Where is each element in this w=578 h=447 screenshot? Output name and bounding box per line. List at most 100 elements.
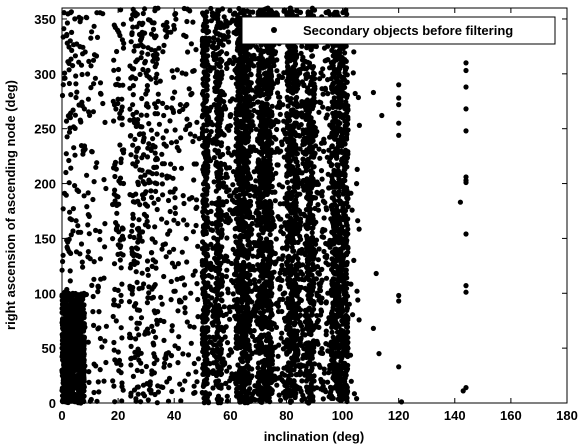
data-point — [300, 262, 306, 268]
data-point — [144, 154, 151, 160]
data-point — [140, 66, 146, 73]
data-point — [246, 215, 252, 221]
data-point — [201, 319, 207, 325]
data-point — [99, 344, 105, 350]
data-point — [67, 268, 73, 274]
data-point — [319, 295, 325, 301]
data-point — [239, 131, 245, 137]
data-point — [164, 104, 170, 111]
data-point — [154, 206, 160, 213]
data-point — [315, 341, 321, 347]
data-point — [155, 309, 161, 315]
data-point — [79, 349, 85, 355]
data-point — [282, 318, 288, 324]
data-point — [193, 197, 200, 203]
data-point — [78, 119, 84, 125]
data-point — [127, 85, 133, 91]
data-point — [85, 96, 91, 102]
data-point — [72, 334, 78, 340]
data-point — [274, 77, 281, 83]
data-point — [95, 289, 101, 295]
data-point — [158, 384, 164, 390]
data-point — [193, 222, 199, 229]
data-point — [355, 218, 361, 224]
data-point — [209, 200, 215, 206]
data-point — [272, 198, 278, 204]
data-point — [110, 313, 116, 320]
data-point — [127, 117, 133, 123]
data-point — [221, 304, 227, 310]
data-point — [238, 276, 244, 282]
data-point — [236, 162, 242, 168]
data-point — [199, 132, 205, 138]
data-point — [318, 376, 324, 383]
data-point — [129, 251, 135, 257]
data-point — [174, 67, 180, 73]
data-point — [129, 222, 135, 228]
data-point — [63, 352, 69, 358]
data-point — [278, 267, 285, 273]
data-point — [214, 220, 220, 226]
data-point — [188, 340, 194, 346]
data-point — [216, 203, 222, 209]
data-point — [119, 380, 125, 386]
data-point — [154, 131, 160, 137]
data-point — [230, 169, 237, 175]
data-point — [89, 148, 95, 155]
data-point — [76, 315, 82, 321]
data-point — [81, 321, 87, 327]
data-point — [171, 165, 178, 171]
data-point — [178, 398, 184, 404]
data-point — [204, 263, 210, 269]
data-point — [90, 293, 96, 300]
data-point — [227, 347, 233, 353]
data-point — [155, 389, 161, 395]
data-point — [216, 94, 222, 100]
data-point — [275, 162, 281, 168]
data-point — [237, 153, 243, 159]
data-point — [60, 82, 66, 88]
data-point — [177, 102, 183, 108]
data-point — [268, 54, 274, 60]
data-point — [75, 229, 81, 235]
data-point — [242, 289, 248, 296]
data-point — [205, 399, 211, 405]
data-point — [317, 76, 323, 82]
data-point — [217, 154, 223, 160]
data-point — [169, 388, 175, 395]
data-point — [210, 50, 216, 56]
data-point — [136, 217, 142, 223]
data-point — [203, 96, 209, 102]
data-point — [160, 192, 166, 198]
data-point — [224, 198, 230, 205]
data-point — [175, 261, 181, 267]
data-point — [135, 239, 141, 245]
data-point — [80, 394, 86, 400]
data-point — [136, 253, 142, 260]
data-point — [117, 175, 124, 181]
data-point — [71, 367, 77, 373]
data-point — [150, 136, 156, 142]
data-point — [241, 192, 247, 198]
data-point — [69, 343, 75, 349]
data-point — [167, 208, 173, 215]
data-point — [218, 38, 224, 44]
data-point — [321, 248, 327, 255]
data-point — [215, 114, 221, 120]
data-point — [189, 90, 195, 97]
data-point — [180, 275, 186, 281]
data-point — [215, 77, 221, 83]
data-point — [214, 174, 220, 180]
data-point — [153, 61, 159, 67]
data-point — [321, 366, 327, 372]
data-point — [137, 71, 143, 77]
data-point — [277, 286, 283, 292]
data-point — [200, 27, 206, 34]
data-point — [202, 298, 208, 304]
data-point — [66, 80, 72, 87]
data-point — [144, 112, 150, 118]
data-point — [161, 141, 167, 147]
data-point — [200, 275, 206, 281]
data-point — [143, 213, 150, 219]
data-point — [267, 198, 273, 204]
